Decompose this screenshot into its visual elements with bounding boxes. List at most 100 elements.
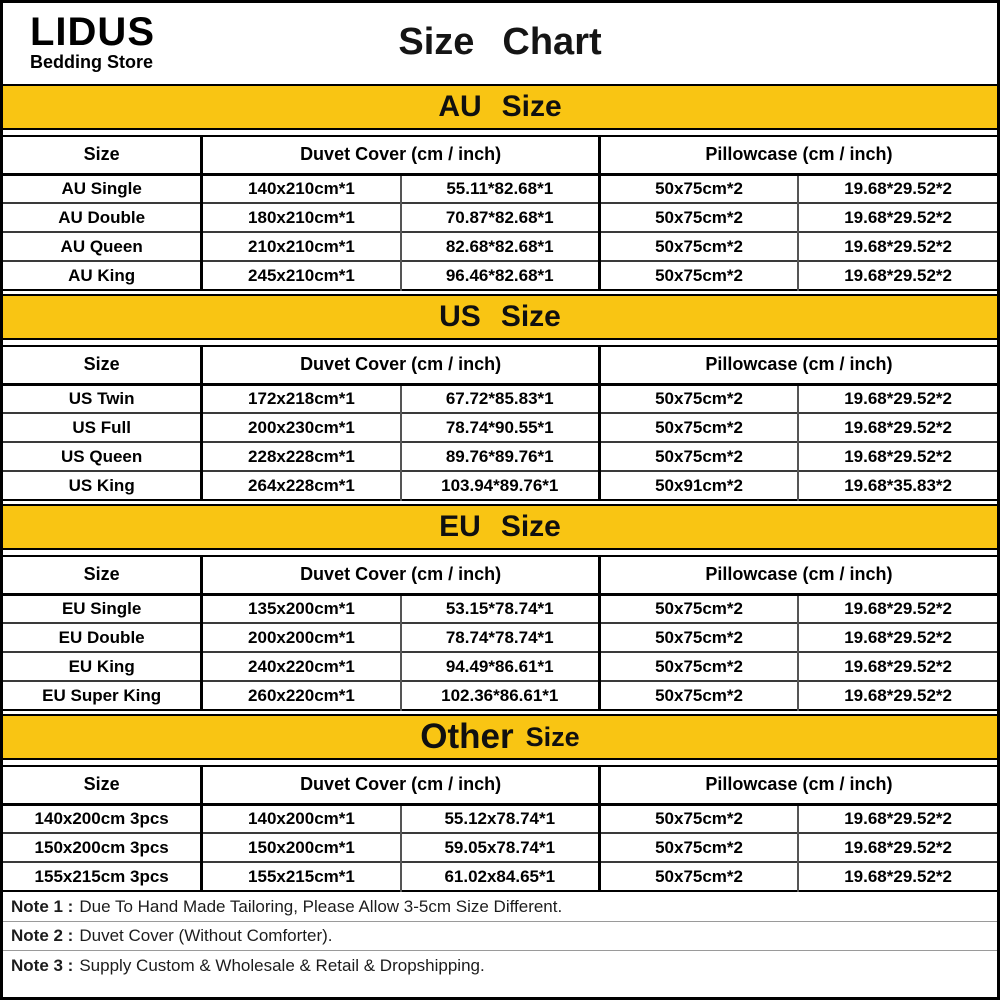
row-label-cell: US Queen	[3, 442, 204, 471]
pillow-cm-cell: 50x75cm*2	[599, 862, 800, 891]
section-banner-eu: EU Size	[3, 504, 997, 550]
pillow-inch-cell: 19.68*29.52*2	[844, 417, 952, 437]
pillow-inch-cell: 19.68*29.52*2	[844, 265, 952, 285]
pillow-inch-cell: 19.68*29.52*2	[844, 598, 952, 618]
column-header-duvet: Duvet Cover (cm / inch)	[201, 556, 601, 594]
column-header-duvet: Duvet Cover (cm / inch)	[201, 346, 601, 384]
pillow-inch-cell: 19.68*29.52*2	[844, 866, 952, 886]
note-3-text: Supply Custom & Wholesale & Retail & Dro…	[79, 955, 485, 975]
row-label-cell: EU Double	[3, 623, 204, 652]
banner-eu-region: EU	[439, 510, 481, 543]
duvet-cm-cell: 228x228cm*1	[201, 442, 402, 471]
duvet-cm-cell: 150x200cm*1	[201, 833, 402, 862]
pillow-inch-cell: 19.68*29.52*2	[844, 627, 952, 647]
us-size-table: Size Duvet Cover (cm / inch) Pillowcase …	[3, 345, 997, 501]
note-2-label: Note 2 :	[11, 926, 74, 945]
pillow-inch-cell: 19.68*29.52*2	[844, 446, 952, 466]
brand-subtitle: Bedding Store	[30, 52, 154, 72]
row-label-cell: 150x200cm 3pcs	[3, 833, 204, 862]
table-row: 150x200cm 3pcs 150x200cm*1 59.05x78.74*1…	[3, 833, 997, 862]
column-header-duvet: Duvet Cover (cm / inch)	[201, 766, 601, 804]
us-table-header-row: Size Duvet Cover (cm / inch) Pillowcase …	[3, 346, 997, 384]
duvet-cm-cell: 260x220cm*1	[201, 681, 402, 710]
row-label-cell: EU Super King	[3, 681, 204, 710]
table-row: US King 264x228cm*1 103.94*89.76*1 50x91…	[3, 471, 997, 500]
duvet-inch-cell: 102.36*86.61*1	[400, 681, 601, 710]
row-label-cell: AU King	[3, 261, 204, 290]
au-size-table: Size Duvet Cover (cm / inch) Pillowcase …	[3, 135, 997, 291]
banner-us-size-word: Size	[500, 300, 561, 333]
note-3-label: Note 3 :	[11, 955, 74, 975]
duvet-inch-cell: 70.87*82.68*1	[400, 203, 601, 232]
section-banner-au: AU Size	[3, 84, 997, 130]
duvet-inch-cell: 94.49*86.61*1	[400, 652, 601, 681]
pillow-cm-cell: 50x75cm*2	[599, 442, 800, 471]
duvet-inch-cell: 78.74*90.55*1	[400, 413, 601, 442]
note-1-label: Note 1 :	[11, 897, 74, 916]
banner-other-size-word: Size	[525, 721, 580, 752]
table-row: EU King 240x220cm*1 94.49*86.61*1 50x75c…	[3, 652, 997, 681]
note-1: Note 1 : Due To Hand Made Tailoring, Ple…	[3, 893, 997, 922]
pillow-inch-cell: 19.68*29.52*2	[844, 808, 952, 828]
page-header: LIDUS Bedding Store Size Chart	[3, 3, 997, 81]
row-label-cell: US Full	[3, 413, 204, 442]
banner-au-region: AU	[438, 90, 482, 123]
duvet-inch-cell: 55.11*82.68*1	[400, 174, 601, 203]
notes-section: Note 1 : Due To Hand Made Tailoring, Ple…	[3, 893, 997, 980]
column-header-pillowcase: Pillowcase (cm / inch)	[705, 354, 893, 375]
column-header-pillowcase: Pillowcase (cm / inch)	[705, 774, 893, 795]
duvet-cm-cell: 135x200cm*1	[201, 594, 402, 623]
duvet-inch-cell: 103.94*89.76*1	[400, 471, 601, 500]
row-label-cell: 155x215cm 3pcs	[3, 862, 204, 891]
section-banner-us: US Size	[3, 294, 997, 340]
row-label-cell: EU Single	[3, 594, 204, 623]
duvet-inch-cell: 82.68*82.68*1	[400, 232, 601, 261]
pillow-cm-cell: 50x75cm*2	[599, 413, 800, 442]
pillow-cm-cell: 50x75cm*2	[599, 232, 800, 261]
column-header-size: Size	[3, 136, 204, 174]
duvet-cm-cell: 155x215cm*1	[201, 862, 402, 891]
table-row: US Full 200x230cm*1 78.74*90.55*1 50x75c…	[3, 413, 997, 442]
brand-logo: LIDUS Bedding Store	[30, 12, 155, 73]
banner-other-region: Other	[420, 717, 514, 756]
pillow-inch-cell: 19.68*35.83*2	[844, 475, 952, 495]
au-table-header-row: Size Duvet Cover (cm / inch) Pillowcase …	[3, 136, 997, 174]
duvet-inch-cell: 78.74*78.74*1	[400, 623, 601, 652]
row-label-cell: US King	[3, 471, 204, 500]
pillow-cm-cell: 50x75cm*2	[599, 652, 800, 681]
column-header-size: Size	[3, 556, 204, 594]
column-header-duvet: Duvet Cover (cm / inch)	[201, 136, 601, 174]
duvet-inch-cell: 55.12x78.74*1	[400, 804, 601, 833]
table-row: AU King 245x210cm*1 96.46*82.68*1 50x75c…	[3, 261, 997, 290]
duvet-cm-cell: 210x210cm*1	[201, 232, 402, 261]
page-title-word2: Chart	[502, 21, 602, 63]
note-3: Note 3 : Supply Custom & Wholesale & Ret…	[3, 951, 997, 980]
column-header-size: Size	[3, 346, 204, 384]
table-row: EU Double 200x200cm*1 78.74*78.74*1 50x7…	[3, 623, 997, 652]
section-banner-other: Other Size	[3, 714, 997, 760]
note-2-text: Duvet Cover (Without Comforter).	[79, 926, 333, 945]
duvet-inch-cell: 59.05x78.74*1	[400, 833, 601, 862]
pillow-cm-cell: 50x75cm*2	[599, 174, 800, 203]
brand-name: LIDUS	[30, 10, 155, 54]
table-row: EU Super King 260x220cm*1 102.36*86.61*1…	[3, 681, 997, 710]
duvet-cm-cell: 140x210cm*1	[201, 174, 402, 203]
row-label-cell: AU Queen	[3, 232, 204, 261]
duvet-inch-cell: 53.15*78.74*1	[400, 594, 601, 623]
duvet-inch-cell: 89.76*89.76*1	[400, 442, 601, 471]
pillow-cm-cell: 50x75cm*2	[599, 384, 800, 413]
duvet-cm-cell: 200x200cm*1	[201, 623, 402, 652]
page-title: Size Chart	[3, 3, 997, 64]
row-label-cell: 140x200cm 3pcs	[3, 804, 204, 833]
duvet-cm-cell: 240x220cm*1	[201, 652, 402, 681]
pillow-inch-cell: 19.68*29.52*2	[844, 178, 952, 198]
table-row: EU Single 135x200cm*1 53.15*78.74*1 50x7…	[3, 594, 997, 623]
other-size-table: Size Duvet Cover (cm / inch) Pillowcase …	[3, 765, 997, 892]
duvet-cm-cell: 245x210cm*1	[201, 261, 402, 290]
pillow-inch-cell: 19.68*29.52*2	[844, 656, 952, 676]
table-row: US Twin 172x218cm*1 67.72*85.83*1 50x75c…	[3, 384, 997, 413]
duvet-cm-cell: 200x230cm*1	[201, 413, 402, 442]
eu-size-table: Size Duvet Cover (cm / inch) Pillowcase …	[3, 555, 997, 711]
column-header-size: Size	[3, 766, 204, 804]
